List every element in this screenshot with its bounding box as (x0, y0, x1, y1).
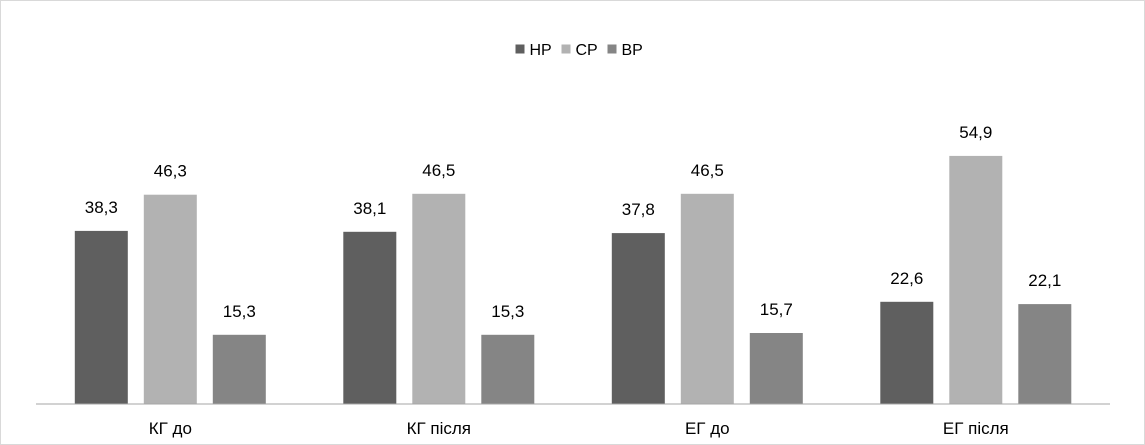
category-label-1: КГ до (149, 419, 192, 438)
bar-2-4 (949, 155, 1003, 404)
legend-swatch-1 (515, 44, 525, 54)
legend: НР СР ВР (515, 42, 643, 59)
legend-label-2: СР (576, 42, 598, 59)
bars (74, 155, 1072, 404)
bar-1-4 (880, 301, 934, 404)
data-label-1-3: 37,8 (622, 200, 655, 219)
data-label-3-2: 15,3 (491, 302, 524, 321)
bar-3-4 (1018, 304, 1072, 404)
legend-swatch-3 (607, 44, 617, 54)
data-label-3-3: 15,7 (760, 300, 793, 319)
bar-1-3 (611, 233, 665, 404)
data-label-2-3: 46,5 (691, 161, 724, 180)
bar-3-1 (212, 334, 266, 404)
data-label-3-1: 15,3 (223, 302, 256, 321)
legend-label-3: ВР (622, 42, 643, 59)
category-label-3: ЕГ до (685, 419, 730, 438)
bar-3-3 (749, 333, 803, 404)
bar-1-1 (74, 230, 128, 404)
legend-label-1: НР (530, 42, 552, 59)
category-label-2: КГ після (407, 419, 471, 438)
data-labels: 38,3 46,3 15,3 38,1 46,5 15,3 37,8 46,5 15,7 22,6… (85, 123, 1062, 321)
bar-1-2 (343, 231, 397, 404)
data-label-1-1: 38,3 (85, 198, 118, 217)
bar-2-2 (412, 193, 466, 404)
data-label-3-4: 22,1 (1028, 271, 1061, 290)
data-label-2-2: 46,5 (422, 161, 455, 180)
category-labels: КГ до КГ після ЕГ до ЕГ після (149, 419, 1009, 438)
data-label-1-4: 22,6 (890, 269, 923, 288)
bar-3-2 (481, 334, 535, 404)
category-label-4: ЕГ після (943, 419, 1009, 438)
legend-swatch-2 (561, 44, 571, 54)
data-label-2-4: 54,9 (959, 123, 992, 142)
bar-2-3 (680, 193, 734, 404)
bar-2-1 (143, 194, 197, 404)
data-label-1-2: 38,1 (353, 199, 386, 218)
data-label-2-1: 46,3 (154, 162, 187, 181)
